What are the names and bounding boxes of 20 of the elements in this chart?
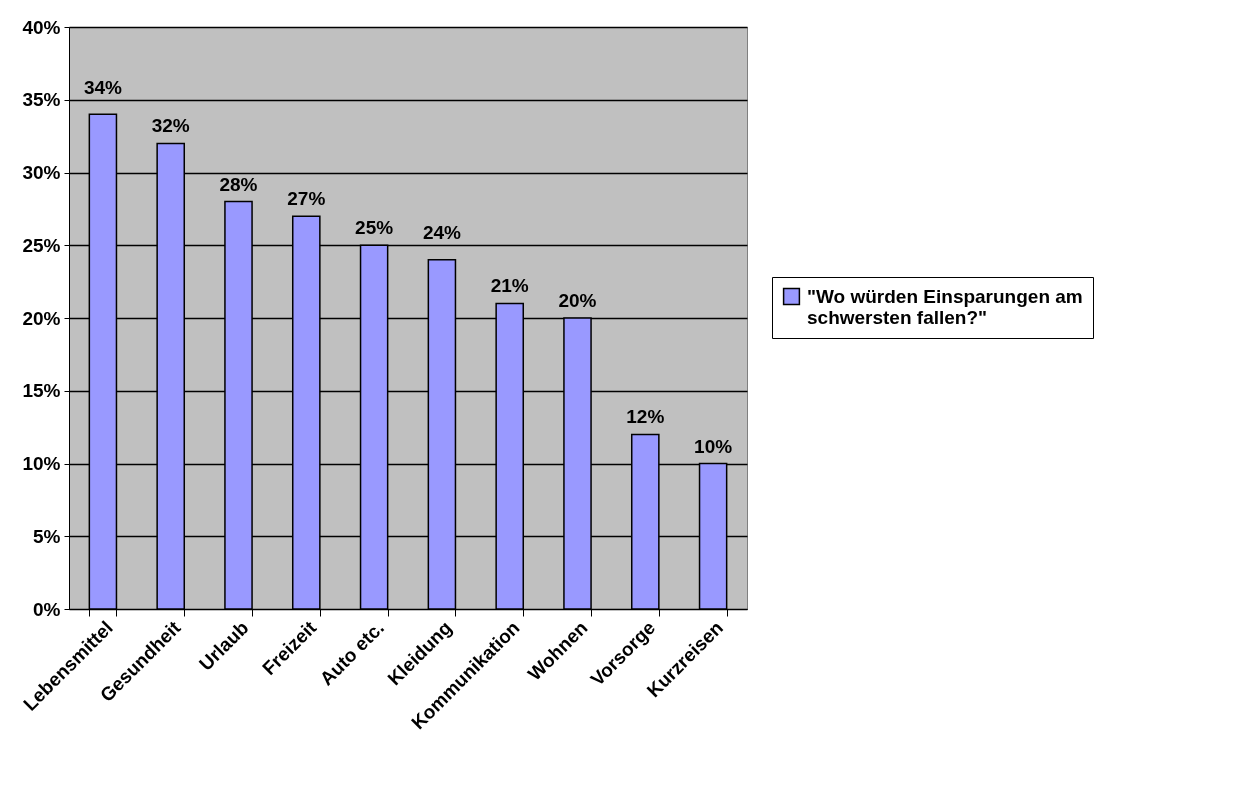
data-label: 24% xyxy=(422,222,462,244)
data-label: 20% xyxy=(558,290,597,311)
y-tick-label: 0% xyxy=(33,598,61,620)
data-label: 32% xyxy=(151,115,190,137)
data-label: 21% xyxy=(490,275,529,297)
y-tick-label: 40% xyxy=(22,16,61,38)
data-label: 27% xyxy=(287,188,326,210)
data-label: 10% xyxy=(694,435,733,457)
y-tick-label: 5% xyxy=(33,525,61,547)
data-label: 12% xyxy=(626,406,665,428)
data-label: 28% xyxy=(219,173,258,195)
y-tick-label: 35% xyxy=(22,89,61,111)
y-tick-label: 30% xyxy=(22,162,61,183)
y-tick-label: 25% xyxy=(22,234,61,256)
y-tick-label: 20% xyxy=(22,307,61,329)
data-label: 25% xyxy=(355,217,394,239)
data-label: 34% xyxy=(83,76,123,98)
y-tick-label: 15% xyxy=(22,380,61,402)
y-tick-label: 10% xyxy=(22,453,61,474)
legend-label: "Wo würden Einsparungen am schwersten fallen?" xyxy=(807,285,1083,328)
